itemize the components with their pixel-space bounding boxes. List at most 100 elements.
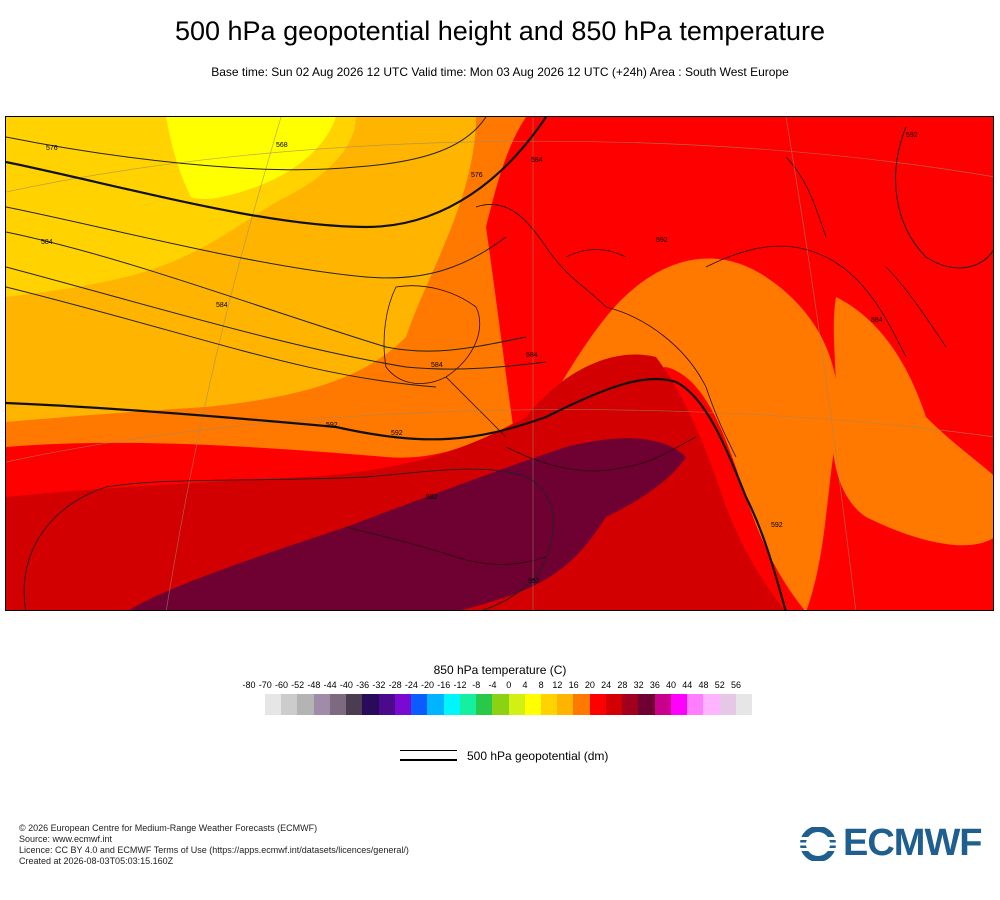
colorbar-tick-label: -36	[356, 680, 370, 690]
colorbar-swatch	[427, 694, 444, 715]
colorbar-tick-label: 32	[633, 680, 644, 690]
colorbar-swatch	[459, 694, 477, 715]
colorbar-swatch	[524, 694, 541, 715]
geopotential-legend-lines	[400, 750, 457, 762]
contour-label: 592	[391, 430, 403, 437]
colorbar-tick-label: -40	[339, 680, 353, 690]
colorbar-tick-label: -44	[323, 680, 337, 690]
credit-created: Created at 2026-08-03T05:03:15.160Z	[19, 856, 174, 866]
colorbar-tick-label: 8	[538, 680, 544, 690]
temperature-legend-ticks: -80 -70 -60 -52 -48 -44 -40 -36 -32 -28 -24 -20 -16-…	[240, 680, 760, 694]
map-svg: 576 568 584 576 584 592 592 584 584 584 …	[6, 117, 993, 610]
colorbar-tick-label: -70	[258, 680, 272, 690]
geopotential-legend: 500 hPa geopotential (dm)	[400, 746, 720, 766]
contour-label: 584	[41, 239, 53, 246]
colorbar-tick-label: 48	[698, 680, 709, 690]
colorbar-tick-label: 0	[506, 680, 512, 690]
colorbar-tick-label: 36	[649, 680, 660, 690]
credit-source: Source: www.ecmwf.int	[19, 834, 113, 844]
colorbar-tick-label: -8	[472, 680, 481, 690]
colorbar-tick-label: 24	[601, 680, 612, 690]
colorbar-tick-label: -24	[404, 680, 418, 690]
temperature-legend-title: 850 hPa temperature (C)	[433, 663, 567, 677]
colorbar-swatch	[687, 694, 704, 715]
credit-copyright: © 2026 European Centre for Medium-Range …	[19, 823, 318, 833]
colorbar-swatch	[313, 694, 330, 715]
contour-label: 592	[426, 494, 438, 501]
colorbar-swatch	[378, 694, 395, 715]
colorbar-tick-label: -32	[372, 680, 386, 690]
ecmwf-logo-icon	[797, 827, 839, 861]
credits: © 2026 European Centre for Medium-Range …	[19, 823, 409, 867]
contour-label: 584	[431, 362, 443, 369]
colorbar-swatch	[719, 694, 736, 715]
contour-label: 592	[326, 422, 338, 429]
temp-band-bright-yellow	[166, 117, 336, 199]
colorbar-swatch	[362, 694, 379, 715]
colorbar-tick-label: -20	[421, 680, 435, 690]
colorbar-swatch	[329, 694, 347, 715]
colorbar-tick-label: -80	[242, 680, 256, 690]
contour-label: 584	[531, 157, 543, 164]
coastlines	[345, 156, 947, 565]
colorbar-swatch	[346, 694, 363, 715]
colorbar-tick-label: -60	[274, 680, 288, 690]
contour-label: 584	[216, 302, 228, 309]
temp-band-dark-red	[6, 354, 785, 610]
colorbar-swatch	[540, 694, 558, 715]
colorbar-swatch	[735, 694, 753, 715]
colorbar-swatch	[557, 694, 574, 715]
temp-band-orange-east	[832, 297, 993, 546]
geopotential-contours-south	[23, 468, 554, 610]
contour-label-group: 576 568 584 576 584 592 592 584 584 584 …	[41, 132, 918, 585]
colorbar-tick-label: 52	[714, 680, 725, 690]
colorbar-tick-label: 28	[617, 680, 628, 690]
colorbar-tick-label: 56	[730, 680, 742, 690]
colorbar-swatch	[589, 694, 606, 715]
colorbar-tick-label: 12	[552, 680, 563, 690]
colorbar-swatch	[703, 694, 720, 715]
colorbar-tick-label: 16	[568, 680, 579, 690]
colorbar-swatch	[265, 694, 282, 715]
colorbar-tick-label: 44	[682, 680, 693, 690]
temperature-legend-colorbar	[265, 694, 753, 715]
contour-label: 592	[528, 578, 540, 585]
colorbar-swatch	[508, 694, 525, 715]
colorbar-swatch	[670, 694, 688, 715]
chart-subtitle: Base time: Sun 02 Aug 2026 12 UTC Valid …	[211, 65, 789, 79]
colorbar-swatch	[492, 694, 509, 715]
colorbar-swatch	[394, 694, 412, 715]
colorbar-swatch	[638, 694, 655, 715]
graticule	[6, 117, 993, 610]
temp-band-maroon	[129, 438, 686, 610]
colorbar-swatch	[443, 694, 460, 715]
contour-label: 592	[906, 132, 918, 139]
contour-label: 584	[526, 352, 538, 359]
geopotential-legend-label: 500 hPa geopotential (dm)	[467, 749, 609, 763]
ecmwf-logo-text: ECMWF	[843, 822, 983, 864]
colorbar-swatch	[573, 694, 590, 715]
colorbar-tick-label: 4	[522, 680, 528, 690]
chart-title: 500 hPa geopotential height and 850 hPa …	[174, 16, 825, 46]
colorbar-tick-label: -4	[488, 680, 497, 690]
colorbar-tick-label: -12	[453, 680, 467, 690]
contour-label: 592	[656, 237, 668, 244]
contour-label: 592	[771, 522, 783, 529]
contour-label: 576	[46, 145, 58, 152]
credit-licence: Licence: CC BY 4.0 and ECMWF Terms of Us…	[19, 845, 409, 855]
colorbar-swatch	[605, 694, 623, 715]
ecmwf-logo: ECMWF	[795, 822, 985, 865]
colorbar-tick-label: -52	[291, 680, 305, 690]
geopotential-contours	[6, 117, 993, 388]
colorbar-swatch	[411, 694, 428, 715]
colorbar-tick-label: -16	[437, 680, 451, 690]
colorbar-swatch	[654, 694, 671, 715]
contour-label: 576	[471, 172, 483, 179]
colorbar-tick-label: 20	[584, 680, 595, 690]
colorbar-swatch	[622, 694, 639, 715]
colorbar-swatch	[281, 694, 298, 715]
geopotential-thick-contours	[6, 117, 787, 610]
contour-label: 568	[276, 142, 288, 149]
colorbar-tick-label: -48	[307, 680, 321, 690]
colorbar-swatch	[297, 694, 314, 715]
